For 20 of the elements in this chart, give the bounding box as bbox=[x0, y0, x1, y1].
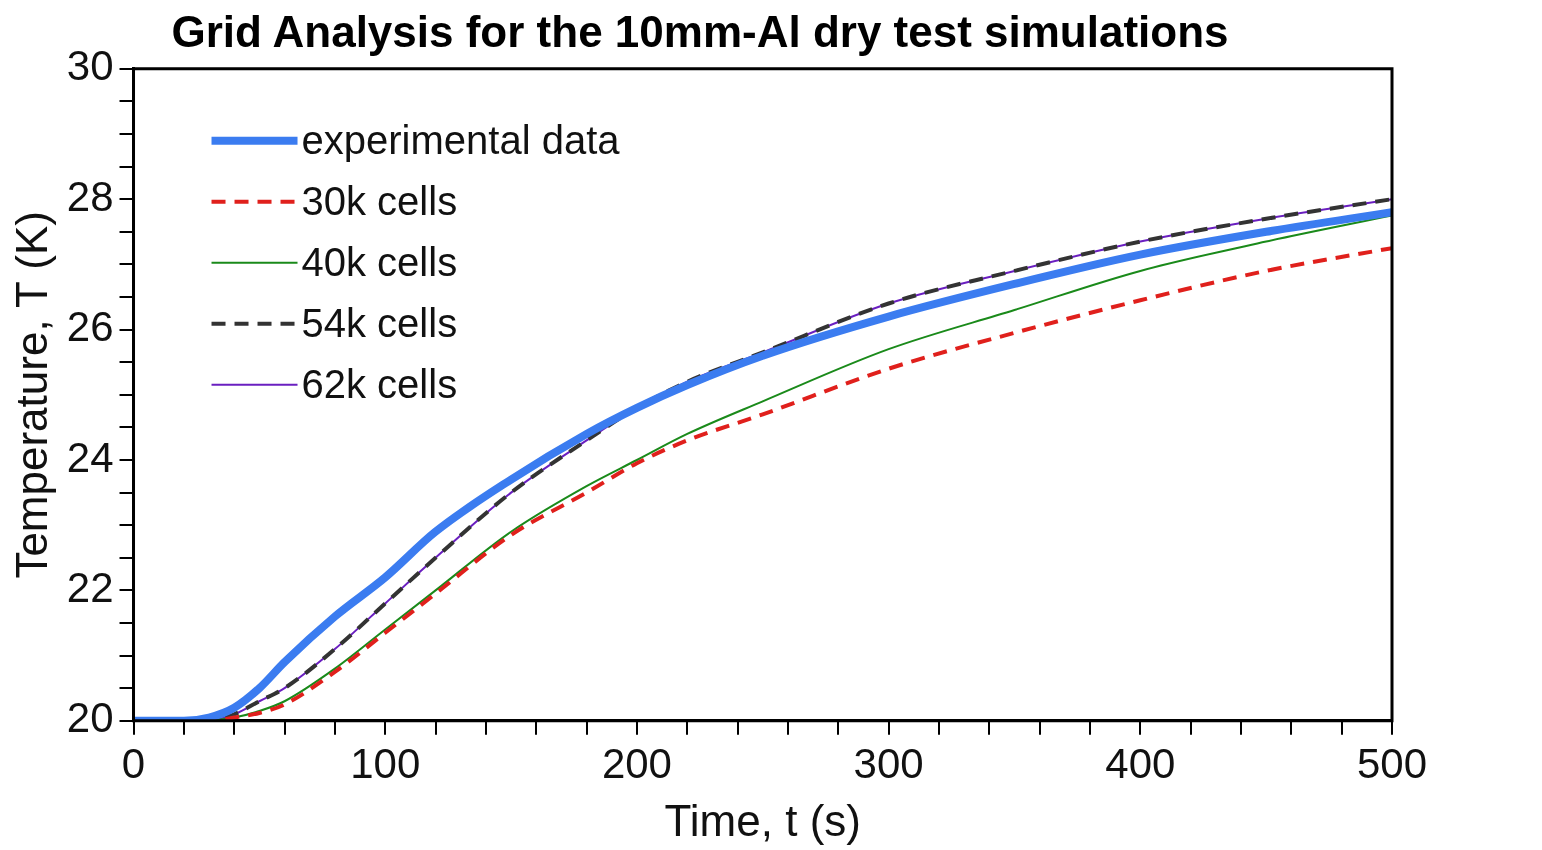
x-tick-label: 100 bbox=[350, 739, 421, 787]
y-tick-label: 24 bbox=[66, 433, 114, 481]
legend-label: experimental data bbox=[301, 117, 621, 162]
y-tick-label: 26 bbox=[66, 303, 114, 351]
y-tick-label: 20 bbox=[66, 694, 114, 742]
x-tick-label: 400 bbox=[1105, 739, 1176, 787]
y-tick-label: 30 bbox=[66, 42, 114, 90]
y-tick-label: 28 bbox=[66, 172, 114, 220]
x-tick-label: 300 bbox=[853, 739, 924, 787]
x-tick-label: 0 bbox=[121, 739, 146, 787]
legend-label: 62k cells bbox=[301, 361, 458, 406]
chart-title: Grid Analysis for the 10mm-Al dry test simulations bbox=[171, 6, 1229, 56]
x-tick-label: 200 bbox=[601, 739, 672, 787]
legend-label: 54k cells bbox=[301, 300, 458, 345]
y-axis-title: Temperature, T (K) bbox=[6, 210, 56, 579]
y-tick-label: 22 bbox=[66, 563, 114, 611]
legend-label: 40k cells bbox=[301, 239, 458, 284]
legend-label: 30k cells bbox=[301, 178, 458, 223]
x-tick-label: 500 bbox=[1356, 739, 1428, 787]
x-axis-title: Time, t (s) bbox=[664, 795, 861, 845]
